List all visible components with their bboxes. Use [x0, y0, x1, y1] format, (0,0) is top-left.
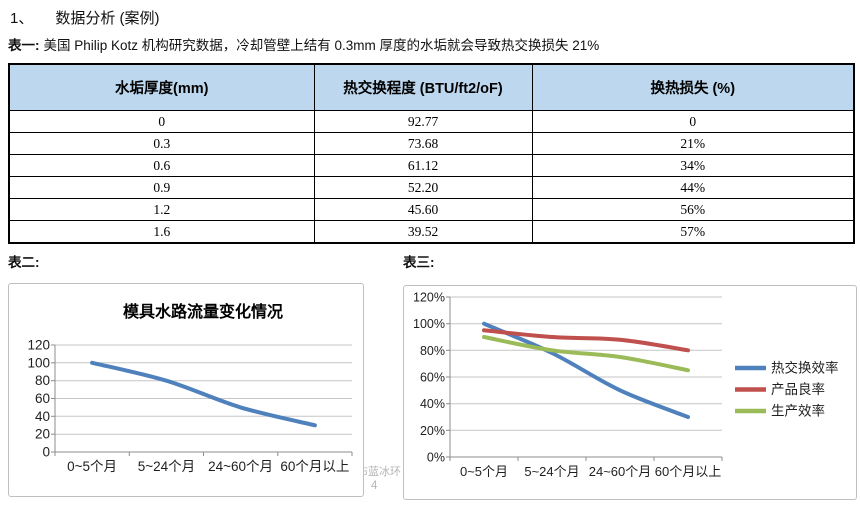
svg-text:0~5个月: 0~5个月: [67, 459, 117, 474]
flow-rate-chart: 0 20 40 60 80 100 120 0~5个月 5~24个月 24~60个月 60个月以上 模…: [8, 283, 364, 497]
page-title-number: 1、: [10, 10, 34, 27]
watermark-text: 布蓝冰环: [357, 466, 401, 478]
table-cell: 0: [8, 110, 315, 133]
svg-text:产品良率: 产品良率: [771, 381, 825, 397]
table-row: 0.6 61.12 34%: [8, 154, 855, 177]
page-number: 4: [371, 480, 378, 492]
table-cell: 56%: [531, 198, 855, 221]
table1-body: 0 92.77 0 0.3 73.68 21% 0.6 61.12 34% 0.9 52.20 44%…: [8, 110, 855, 244]
table3-label: 表三:: [403, 255, 435, 270]
flow-rate-chart-canvas: 0 20 40 60 80 100 120 0~5个月 5~24个月 24~60个月 60个月以上 模…: [27, 302, 353, 474]
table-cell: 0.6: [8, 154, 315, 177]
svg-text:80%: 80%: [420, 344, 445, 358]
svg-text:24~60个月: 24~60个月: [589, 464, 652, 479]
svg-text:120%: 120%: [413, 291, 445, 305]
table-cell: 34%: [531, 154, 855, 177]
table1-label: 表一:: [8, 38, 40, 53]
table-cell: 39.52: [313, 220, 533, 244]
svg-text:20: 20: [35, 427, 50, 442]
table-cell: 0: [531, 110, 855, 133]
svg-text:60个月以上: 60个月以上: [655, 464, 721, 479]
table-row: 1.6 39.52 57%: [8, 220, 855, 244]
table-cell: 73.68: [313, 132, 533, 155]
table1-caption-text: 美国 Philip Kotz 机构研究数据，冷却管壁上结有 0.3mm 厚度的水…: [43, 38, 600, 53]
svg-text:模具水路流量变化情况: 模具水路流量变化情况: [123, 302, 283, 321]
table1-header-cell: 热交换程度 (BTU/ft2/oF): [313, 63, 533, 111]
table-row: 0.9 52.20 44%: [8, 176, 855, 199]
table-cell: 0.3: [8, 132, 315, 155]
svg-text:40: 40: [35, 409, 50, 424]
table-cell: 21%: [531, 132, 855, 155]
svg-text:100: 100: [27, 355, 50, 370]
svg-text:5~24个月: 5~24个月: [138, 459, 195, 474]
table-cell: 0.9: [8, 176, 315, 199]
table2-label: 表二:: [8, 255, 40, 270]
efficiency-chart: 0% 20% 40% 60% 80% 100% 120% 0~5个月 5~24个月 24~60个月…: [403, 285, 857, 500]
table1-caption: 表一: 美国 Philip Kotz 机构研究数据，冷却管壁上结有 0.3mm 厚…: [8, 34, 599, 54]
table1-head-row: 水垢厚度(mm) 热交换程度 (BTU/ft2/oF) 换热损失 (%): [8, 63, 855, 111]
svg-text:40%: 40%: [420, 397, 445, 411]
svg-text:生产效率: 生产效率: [771, 403, 825, 419]
table-cell: 1.2: [8, 198, 315, 221]
svg-text:60: 60: [35, 391, 50, 406]
table-cell: 61.12: [313, 154, 533, 177]
scale-thickness-table: 水垢厚度(mm) 热交换程度 (BTU/ft2/oF) 换热损失 (%) 0 92.7…: [8, 63, 855, 244]
table-cell: 1.6: [8, 220, 315, 244]
svg-text:60%: 60%: [420, 371, 445, 385]
table-cell: 45.60: [313, 198, 533, 221]
svg-text:120: 120: [27, 338, 50, 353]
svg-text:热交换效率: 热交换效率: [771, 360, 839, 376]
table-cell: 92.77: [313, 110, 533, 133]
efficiency-chart-canvas: 0% 20% 40% 60% 80% 100% 120% 0~5个月 5~24个月 24~60个月…: [413, 291, 839, 480]
table-cell: 52.20: [313, 176, 533, 199]
table-row: 1.2 45.60 56%: [8, 198, 855, 221]
page-title-text: 数据分析 (案例): [55, 10, 160, 27]
svg-text:60个月以上: 60个月以上: [280, 459, 349, 474]
svg-text:0: 0: [42, 445, 50, 460]
svg-text:0%: 0%: [427, 451, 445, 465]
svg-text:20%: 20%: [420, 424, 445, 438]
svg-text:0~5个月: 0~5个月: [460, 464, 508, 479]
table-cell: 57%: [531, 220, 855, 244]
svg-text:5~24个月: 5~24个月: [524, 464, 579, 479]
table-cell: 44%: [531, 176, 855, 199]
table-row: 0.3 73.68 21%: [8, 132, 855, 155]
svg-text:100%: 100%: [413, 317, 445, 331]
page-title: 1、 数据分析 (案例): [10, 7, 160, 28]
table1-header-cell: 水垢厚度(mm): [8, 63, 315, 111]
table-row: 0 92.77 0: [8, 110, 855, 133]
svg-text:24~60个月: 24~60个月: [208, 459, 273, 474]
table1-header-cell: 换热损失 (%): [531, 63, 855, 111]
svg-text:80: 80: [35, 373, 50, 388]
